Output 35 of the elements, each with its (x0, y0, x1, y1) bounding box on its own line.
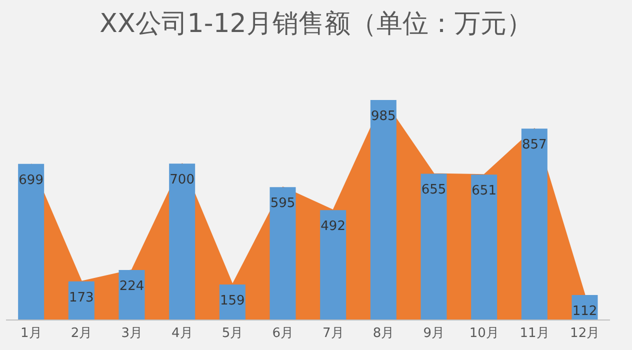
data-label: 492 (320, 219, 346, 234)
x-tick-label: 12月 (570, 326, 600, 342)
data-label: 700 (170, 172, 194, 188)
x-tick-label: 3月 (121, 326, 142, 342)
bar (521, 128, 548, 320)
x-tick-label: 4月 (172, 326, 193, 342)
data-label: 699 (18, 172, 44, 188)
x-tick-label: 6月 (272, 326, 294, 342)
data-label: 595 (270, 196, 296, 212)
x-tick-label: 8月 (372, 326, 394, 342)
bar (68, 281, 94, 320)
bar (320, 210, 346, 320)
data-label: 173 (69, 290, 94, 306)
data-label: 224 (119, 278, 144, 294)
data-label: 159 (220, 293, 245, 308)
x-tick-label: 2月 (70, 326, 92, 342)
data-label: 985 (371, 109, 396, 124)
bar (420, 174, 447, 320)
x-tick-label: 1月 (20, 326, 42, 342)
data-label: 857 (522, 138, 547, 153)
x-tick-label: 11月 (520, 326, 550, 342)
bar (118, 270, 145, 320)
bar (270, 187, 296, 320)
data-label: 112 (572, 304, 598, 319)
chart-title: XX公司1-12月销售额（单位：万元） (98, 8, 534, 41)
data-label: 651 (472, 184, 496, 199)
x-tick-label: 7月 (322, 326, 344, 342)
bar (169, 164, 196, 320)
x-tick-label: 5月 (222, 326, 244, 342)
data-label: 655 (421, 182, 446, 198)
x-tick-label: 10月 (469, 326, 499, 342)
bar (471, 174, 498, 320)
x-tick-label: 9月 (423, 326, 444, 342)
bar (370, 100, 396, 320)
bar (18, 164, 44, 320)
